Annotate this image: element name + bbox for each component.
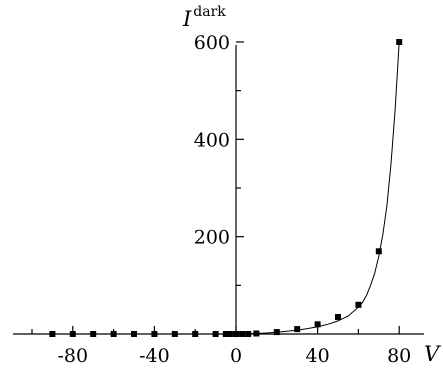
- data-point: [294, 326, 301, 333]
- axes: [13, 45, 424, 335]
- x-tick-label: 40: [306, 345, 330, 367]
- data-point: [90, 331, 97, 337]
- x-tick-label: 0: [230, 345, 242, 367]
- tick-labels: -80 -40 0 40 80 200 400 600: [57, 32, 411, 367]
- fit-curve: [235, 41, 400, 335]
- x-tick-label: -80: [57, 345, 88, 367]
- y-tick-label: 200: [194, 227, 230, 249]
- ticks: [31, 41, 400, 334]
- data-point: [131, 331, 137, 337]
- data-point: [233, 331, 239, 337]
- data-point: [49, 331, 56, 337]
- y-axis-title-superscript: dark: [193, 4, 226, 20]
- data-point: [314, 321, 321, 328]
- data-points: [49, 39, 403, 337]
- x-tick-label: 80: [387, 345, 411, 367]
- data-point: [396, 39, 403, 45]
- x-tick-label: -40: [139, 345, 170, 367]
- data-point: [239, 331, 246, 337]
- y-tick-label: 400: [194, 129, 230, 151]
- data-point: [375, 248, 382, 255]
- data-point: [212, 331, 219, 337]
- data-point: [355, 301, 362, 308]
- data-point: [110, 331, 117, 337]
- y-axis-title-main: I: [182, 7, 192, 31]
- data-point: [192, 331, 199, 337]
- data-point: [273, 329, 280, 336]
- data-point: [226, 331, 233, 337]
- x-axis-title: V: [424, 342, 441, 366]
- data-point: [335, 314, 341, 320]
- data-point: [69, 331, 76, 337]
- data-point: [253, 330, 260, 337]
- data-point: [245, 331, 252, 337]
- data-point: [171, 331, 178, 337]
- y-tick-label: 600: [194, 32, 230, 54]
- data-point: [151, 331, 158, 337]
- data-point: [222, 331, 229, 337]
